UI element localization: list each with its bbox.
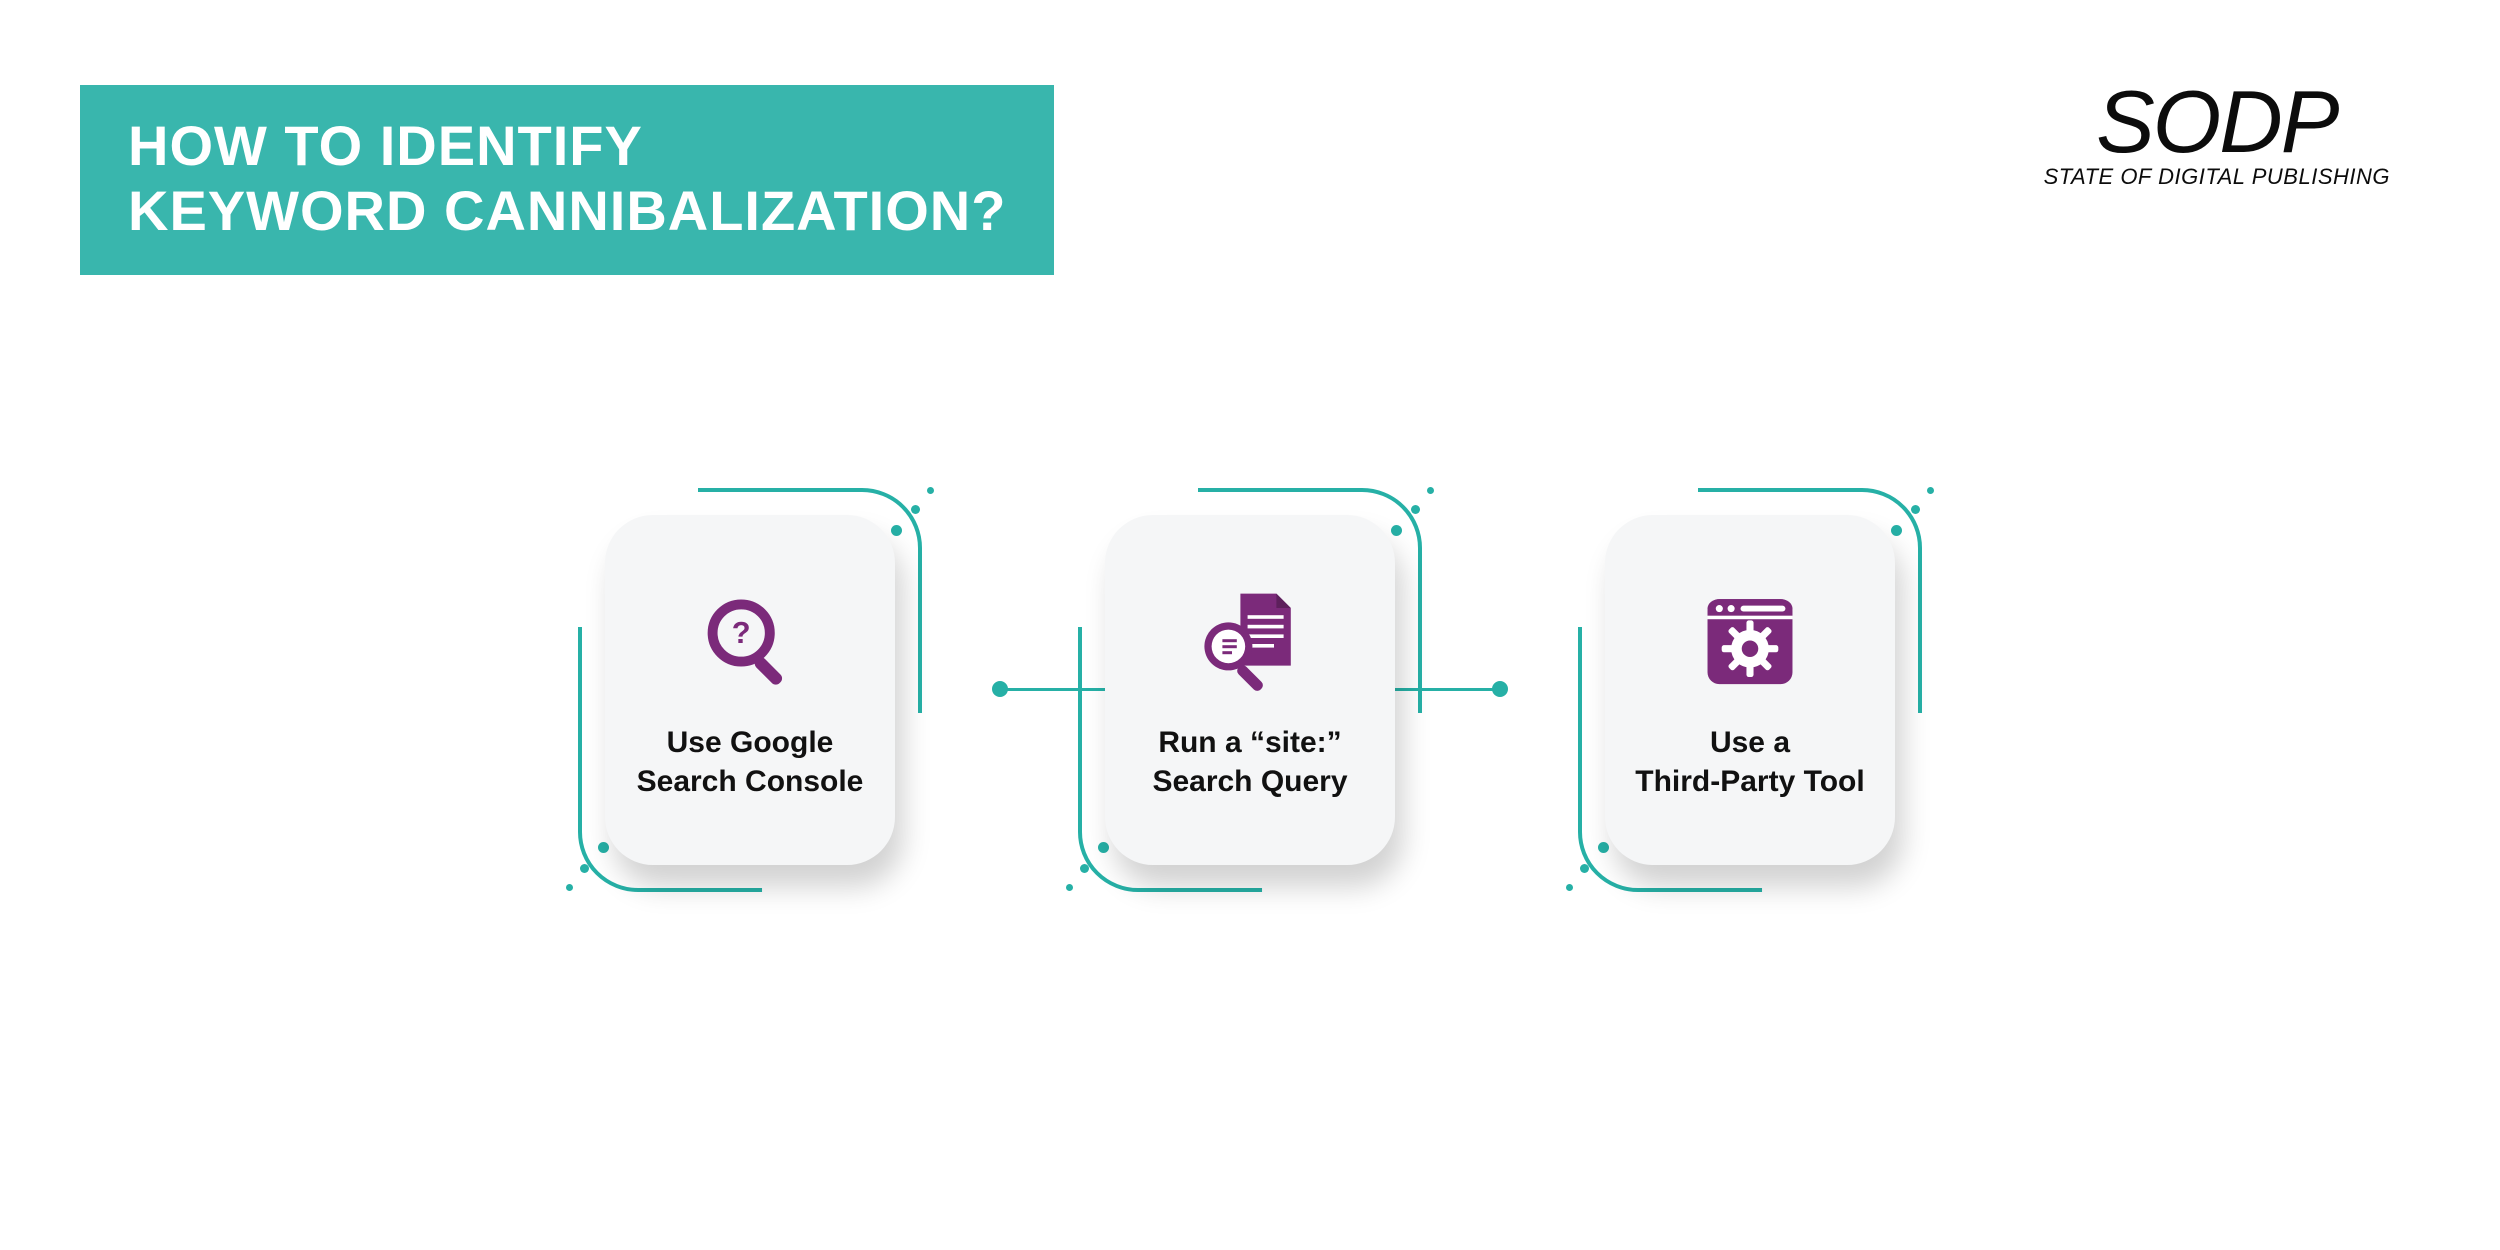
brand-logo: SODP STATE OF DIGITAL PUBLISHING <box>2044 85 2390 190</box>
card-3-label: Use a Third-Party Tool <box>1635 723 1864 801</box>
title-banner: HOW TO IDENTIFY KEYWORD CANNIBALIZATION? <box>80 85 1054 275</box>
title-line2: KEYWORD CANNIBALIZATION? <box>128 178 1006 243</box>
card-2-line2: Search Query <box>1152 762 1347 801</box>
card-2-label: Run a “site:” Search Query <box>1152 723 1347 801</box>
card-3-line1: Use a <box>1635 723 1864 762</box>
card-1-label: Use Google Search Console <box>637 723 864 801</box>
card-wrap-3: Use a Third-Party Tool <box>1570 480 1930 900</box>
brand-sub: STATE OF DIGITAL PUBLISHING <box>2044 164 2390 190</box>
svg-text:?: ? <box>732 615 751 650</box>
card-wrap-1: ? Use Google Search Console <box>570 480 930 900</box>
card-2: Run a “site:” Search Query <box>1105 515 1395 865</box>
brand-main: SODP <box>2044 85 2390 160</box>
card-1-line1: Use Google <box>637 723 864 762</box>
magnifier-question-icon: ? <box>685 579 815 709</box>
card-1: ? Use Google Search Console <box>605 515 895 865</box>
card-2-line1: Run a “site:” <box>1152 723 1347 762</box>
card-3: Use a Third-Party Tool <box>1605 515 1895 865</box>
title-line1: HOW TO IDENTIFY <box>128 113 1006 178</box>
card-3-line2: Third-Party Tool <box>1635 762 1864 801</box>
card-wrap-2: Run a “site:” Search Query <box>1070 480 1430 900</box>
card-1-line2: Search Console <box>637 762 864 801</box>
browser-gear-icon <box>1685 579 1815 709</box>
cards-row: ? Use Google Search Console <box>0 480 2500 900</box>
document-search-icon <box>1185 579 1315 709</box>
